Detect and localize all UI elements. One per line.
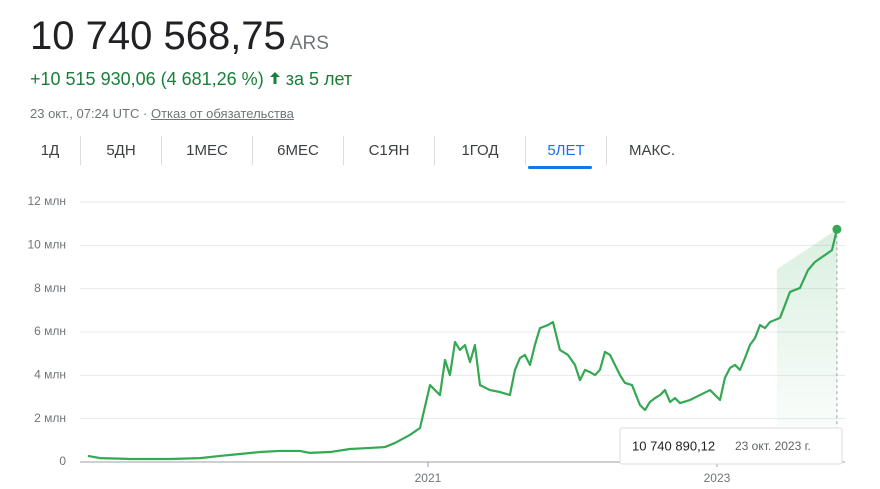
y-tick-label: 12 млн [27,194,66,208]
x-tick-label: 2023 [704,471,731,485]
tooltip-value: 10 740 890,12 [632,438,715,453]
range-tab[interactable]: МАКС. [628,142,676,159]
change-row: +10 515 930,06 (4 681,26 %) за 5 лет [30,69,352,90]
range-tab[interactable]: 5ДН [81,136,162,165]
y-tick-label: 4 млн [34,368,66,382]
tooltip-date: 23 окт. 2023 г. [735,439,811,453]
tooltip: 10 740 890,12 23 окт. 2023 г. [619,427,843,465]
range-tab[interactable]: С1ЯН [344,136,435,165]
range-tab[interactable]: 1МЕС [162,136,253,165]
range-tab[interactable]: 6МЕС [253,136,344,165]
timestamp-row: 23 окт., 07:24 UTC · Отказ от обязательс… [30,106,294,121]
x-tick-label: 2021 [415,471,442,485]
y-tick-label: 8 млн [34,281,66,295]
y-tick-label: 10 млн [27,238,66,252]
timestamp: 23 окт., 07:24 UTC [30,106,140,121]
y-tick-label: 0 [59,454,66,468]
price-line [87,229,838,461]
change: +10 515 930,06 (4 681,26 %) [30,69,264,89]
y-tick-label: 2 млн [34,411,66,425]
price-row: 10 740 568,75 ARS [30,14,329,59]
disclaimer-link[interactable]: Отказ от обязательства [150,106,294,121]
range-tabs: 1Д 5ДН 1МЕС 6МЕС С1ЯН 1ГОД 5ЛЕТ МАКС. [20,136,697,165]
range-tab[interactable]: 5ЛЕТ [526,136,607,165]
currency: ARS [289,33,329,54]
area-highlight [776,229,837,462]
tooltip-box [619,427,843,465]
active-indicator [528,166,592,169]
up-arrow [269,72,280,84]
separator: · [142,106,148,121]
last-point [832,224,842,234]
period: за 5 лет [285,69,353,89]
range-tab[interactable]: 1ГОД [435,136,526,165]
y-tick-label: 6 млн [34,324,66,338]
price: 10 740 568,75 [30,14,286,58]
range-tab[interactable]: 1Д [20,136,81,165]
